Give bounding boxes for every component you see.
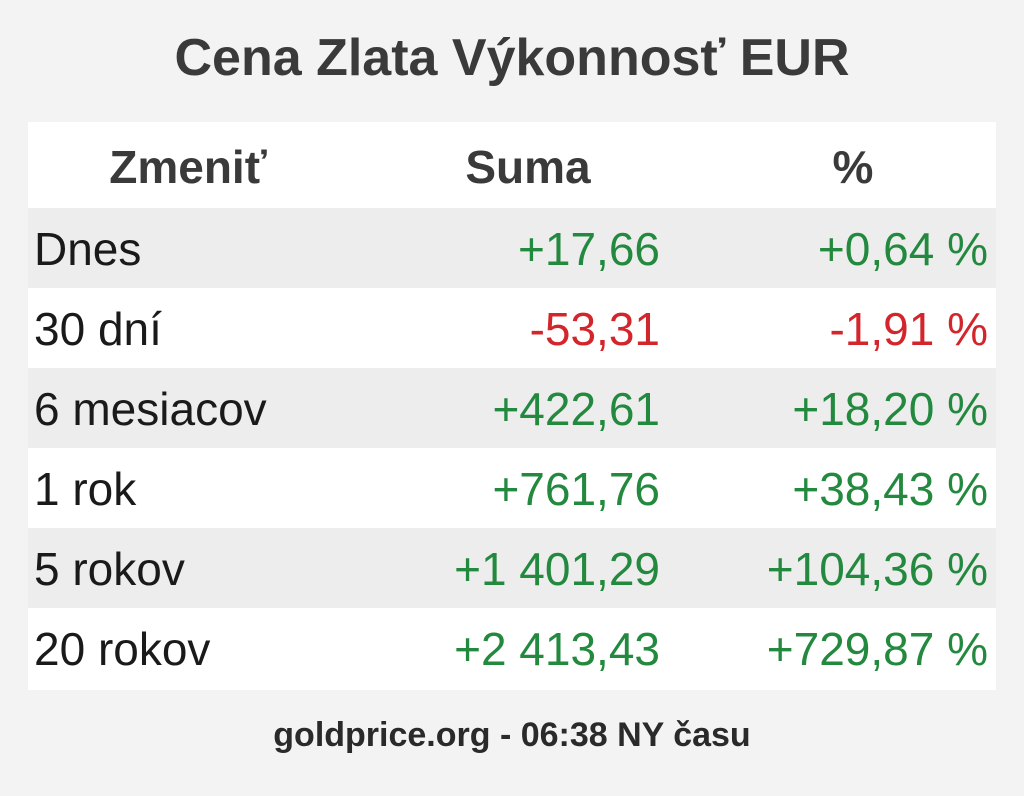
table-row: 30 dní -53,31 -1,91 % <box>28 288 996 368</box>
row-label: 20 rokov <box>34 623 211 675</box>
table-row: 1 rok +761,76 +38,43 % <box>28 448 996 528</box>
percent: +18,20 % <box>792 383 988 435</box>
table-row: 5 rokov +1 401,29 +104,36 % <box>28 528 996 608</box>
amount: +1 401,29 <box>454 543 660 595</box>
row-label: 6 mesiacov <box>34 383 267 435</box>
table-header: Zmeniť Suma % <box>28 122 996 208</box>
footer: goldprice.org - 06:38 NY času <box>273 716 751 754</box>
column-header: % <box>832 141 874 193</box>
row-label: 30 dní <box>34 303 162 355</box>
column-header: Zmeniť <box>109 141 267 193</box>
percent: +729,87 % <box>766 623 988 675</box>
table: Zmeniť Suma % Dnes +17,66 +0,64 % 30 dní -53… <box>28 122 996 690</box>
table-row: 6 mesiacov +422,61 +18,20 % <box>28 368 996 448</box>
percent: +104,36 % <box>766 543 988 595</box>
percent: +0,64 % <box>817 223 988 275</box>
row-label: 5 rokov <box>34 543 185 595</box>
table-row: 20 rokov +2 413,43 +729,87 % <box>28 608 996 688</box>
column-header: Suma <box>465 141 591 193</box>
percent: +38,43 % <box>792 463 988 515</box>
row-label: 1 rok <box>34 463 137 515</box>
amount: +17,66 <box>518 223 660 275</box>
table-row: Dnes +17,66 +0,64 % <box>28 208 996 288</box>
amount: +2 413,43 <box>454 623 660 675</box>
amount: +422,61 <box>492 383 660 435</box>
percent: -1,91 % <box>829 303 988 355</box>
row-label: Dnes <box>34 223 142 275</box>
title: Cena Zlata Výkonnosť EUR <box>174 29 850 87</box>
amount: +761,76 <box>492 463 660 515</box>
amount: -53,31 <box>529 303 660 355</box>
